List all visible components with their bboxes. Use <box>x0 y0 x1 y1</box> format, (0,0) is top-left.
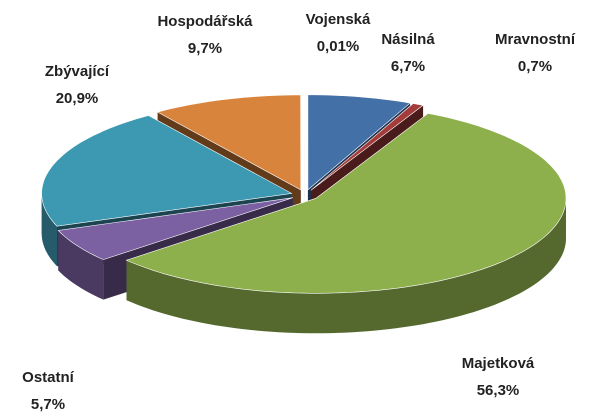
slice <box>307 94 411 191</box>
slice-label: Násilná <box>381 31 435 48</box>
slice-value-label: 20,9% <box>56 90 99 107</box>
slice-label: Hospodářská <box>157 13 253 30</box>
slice-label: Majetková <box>462 355 535 372</box>
slice <box>125 113 567 294</box>
slice-side <box>126 198 566 334</box>
slice <box>57 197 293 260</box>
slice-value-label: 56,3% <box>477 382 520 399</box>
slice <box>156 94 302 191</box>
slice-side <box>41 193 57 267</box>
slice-side <box>58 230 104 300</box>
slice-value-label: 9,7% <box>188 40 222 57</box>
slice <box>41 115 293 227</box>
slice-value-label: 6,7% <box>391 58 425 75</box>
slice-value-label: 0,7% <box>518 58 552 75</box>
slice-label: Mravnostní <box>495 31 576 48</box>
slice-label: Vojenská <box>306 11 371 28</box>
slice-label: Ostatní <box>22 369 75 386</box>
slice-value-label: 5,7% <box>31 396 65 413</box>
slice-value-label: 0,01% <box>317 38 360 55</box>
slice-label: Zbývající <box>45 63 110 80</box>
slice <box>310 103 424 191</box>
